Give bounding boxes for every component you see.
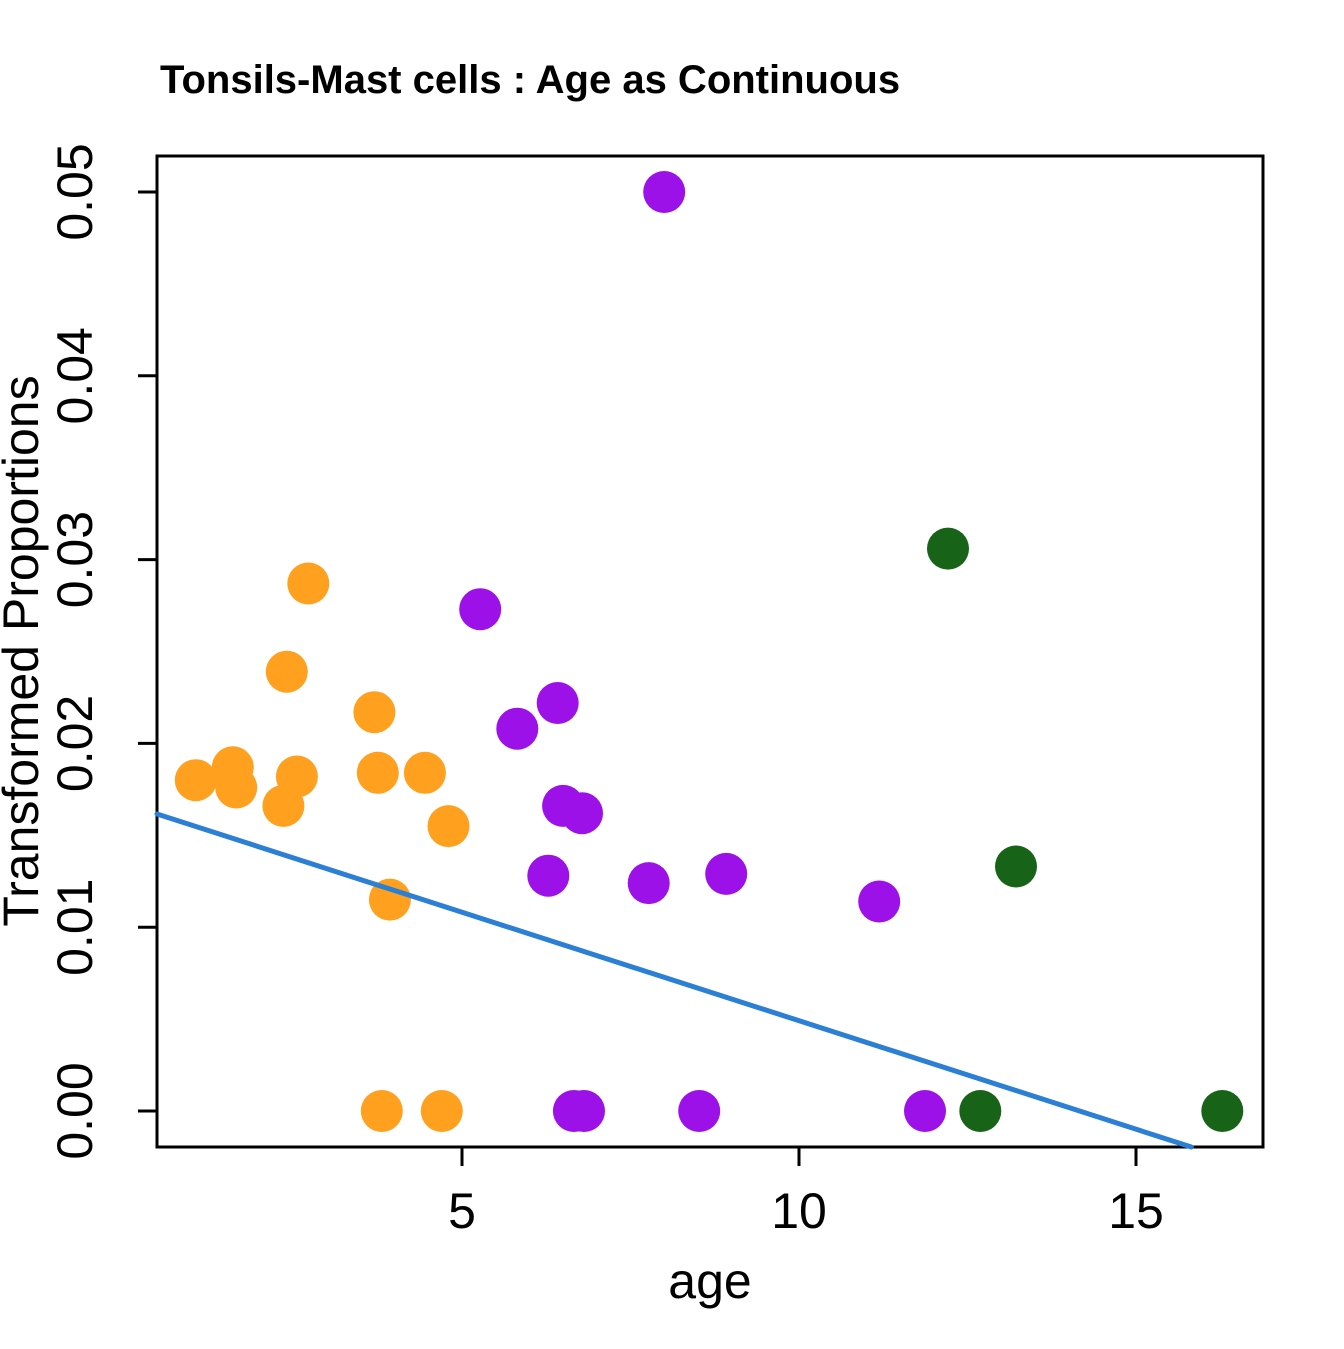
data-point-group-orange [356,751,399,794]
data-point-group-orange [403,751,446,794]
data-point-group-purple [496,707,539,750]
data-point-group-orange [420,1090,463,1132]
data-point-group-orange [215,766,258,809]
data-point-group-purple [563,1090,605,1132]
trend-line-layer [154,811,1194,1150]
data-point-group-purple [858,880,901,923]
data-point-group-orange [360,1090,403,1132]
x-tick-label: 15 [1108,1183,1164,1239]
x-axis-ticks: 5 10 15 [448,1147,1164,1239]
data-point-group-orange [265,650,308,693]
x-tick-label: 5 [448,1183,476,1239]
data-points [174,171,1244,1132]
plot-box [155,154,1265,1149]
data-point-group-orange [368,878,411,921]
data-point-group-purple [627,862,670,905]
data-point-group-purple [561,792,603,835]
y-tick-label: 0.04 [47,327,103,424]
data-point-group-orange [174,759,217,802]
data-point-group-purple [527,854,570,897]
trend-line [154,811,1194,1150]
data-point-group-orange [427,805,470,848]
y-tick-label: 0.00 [47,1062,103,1159]
data-point-group-purple [904,1090,946,1132]
data-point-group-purple [705,852,748,895]
data-point-group-darkgreen [995,845,1037,888]
data-point-group-orange [287,562,330,605]
y-tick-label: 0.02 [47,695,103,792]
data-point-group-orange [275,755,318,798]
x-axis-label: age [668,1253,751,1309]
data-point-group-orange [353,691,396,734]
y-tick-label: 0.01 [47,879,103,976]
y-axis-label: Transformed Proportions [0,375,49,926]
data-point-group-purple [678,1090,721,1132]
data-point-group-purple [459,588,502,631]
y-tick-label: 0.05 [47,143,103,240]
x-tick-label: 10 [771,1183,827,1239]
data-point-group-purple [643,171,686,213]
y-tick-label: 0.03 [47,511,103,608]
data-point-group-purple [536,682,579,724]
data-point-group-darkgreen [927,527,969,570]
plot-title: Tonsils-Mast cells : Age as Continuous [160,58,900,102]
data-point-group-darkgreen [1201,1090,1244,1132]
data-point-group-darkgreen [959,1090,1002,1132]
y-axis-ticks: 0.00 0.01 0.02 0.03 0.04 0.05 [47,143,157,1160]
